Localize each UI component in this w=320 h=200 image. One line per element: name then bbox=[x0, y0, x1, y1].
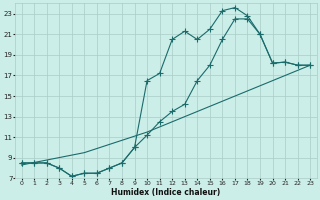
X-axis label: Humidex (Indice chaleur): Humidex (Indice chaleur) bbox=[111, 188, 220, 197]
